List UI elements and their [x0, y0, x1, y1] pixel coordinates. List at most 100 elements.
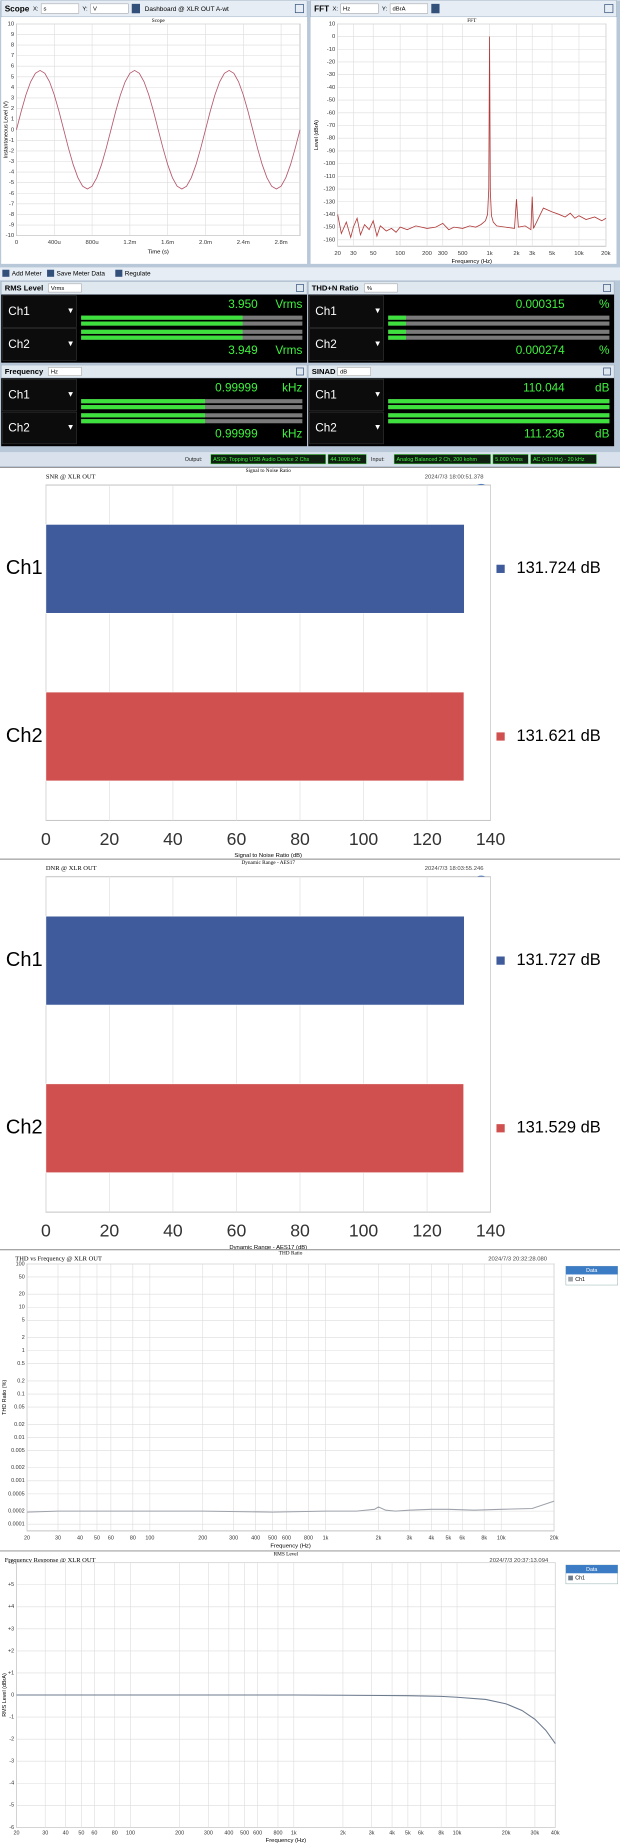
popout-button[interactable]	[294, 4, 304, 14]
channel-dropdown[interactable]	[375, 341, 380, 347]
x-tick-label: 80	[130, 1535, 136, 1541]
meter-bar	[81, 335, 243, 340]
value-label: 131.727 dB	[516, 951, 600, 969]
y-tick-label: +6	[8, 1560, 14, 1566]
toolbar-button[interactable]: Save Meter Data	[56, 271, 105, 278]
channel-dropdown[interactable]	[68, 392, 73, 397]
toolbar-icon[interactable]	[115, 269, 123, 277]
x-unit-select[interactable]	[40, 3, 80, 14]
channel-dropdown[interactable]	[375, 392, 380, 397]
channel-dropdown[interactable]	[68, 425, 73, 430]
legend-swatch	[568, 1575, 573, 1581]
x-tick-label: 20	[24, 1535, 30, 1541]
y-tick-label: -60	[327, 110, 336, 116]
x-axis-label: Frequency (Hz)	[270, 1544, 311, 1550]
meter-unit: dB	[595, 382, 610, 395]
close-button[interactable]	[296, 367, 304, 376]
x-tick-label: 500	[240, 1831, 249, 1837]
x-tick-label: 3k	[407, 1535, 413, 1541]
channel-label: Ch2	[315, 422, 337, 435]
channel-dropdown[interactable]	[375, 308, 380, 314]
close-button[interactable]	[603, 367, 611, 376]
unit-label: dB	[340, 370, 347, 376]
channel-cell	[309, 295, 384, 328]
y-tick-label: -1	[9, 1715, 14, 1721]
channel-label: Ch2	[8, 422, 30, 435]
x-tick-label: 40	[77, 1535, 83, 1541]
status-box	[530, 454, 597, 465]
x-tick-label: 80	[112, 1831, 118, 1837]
y-tick-label: 5	[11, 74, 15, 80]
legend-title: Data	[586, 1567, 597, 1573]
x-tick-label: 20	[334, 251, 341, 257]
toolbar-icon[interactable]	[47, 269, 55, 277]
popout-button[interactable]	[604, 4, 614, 14]
x-axis-label: Frequency (Hz)	[266, 1838, 307, 1843]
legend-entry[interactable]: Ch1	[575, 1277, 585, 1283]
y-tick-label: -2	[9, 148, 14, 154]
y-tick-label: 0	[11, 127, 15, 133]
unit-select[interactable]	[364, 283, 398, 293]
unit-select[interactable]	[48, 283, 82, 293]
unit-select[interactable]	[48, 367, 82, 376]
x-tick-label: 2.4m	[237, 240, 250, 246]
status-input-label: Input:	[371, 457, 385, 463]
toolbar-button[interactable]: Add Meter	[12, 271, 43, 278]
channel-dropdown[interactable]	[68, 308, 73, 314]
channel-dropdown[interactable]	[68, 341, 73, 347]
meter-reading: 111.236	[524, 428, 565, 441]
meter-toolbar	[0, 267, 620, 281]
category-label: Ch2	[6, 725, 43, 747]
x-tick-label: 60	[227, 1221, 247, 1241]
chart-subtitle: THD vs Frequency @ XLR OUT	[15, 1256, 102, 1263]
x-tick-label: 0	[41, 829, 51, 849]
status-rate: 44.1000 kHz	[330, 457, 361, 463]
x-tick-label: 100	[126, 1831, 135, 1837]
channel-cell	[2, 295, 77, 328]
y-tick-label: -4	[9, 1781, 14, 1787]
y-tick-label: 10	[329, 21, 336, 27]
meter-title: SINAD	[312, 367, 336, 376]
y-tick-label: +1	[8, 1670, 14, 1676]
y-tick-label: 9	[11, 32, 14, 38]
toolbar-icon[interactable]	[2, 269, 10, 277]
category-label: Ch1	[6, 557, 43, 579]
x-tick-label: 10k	[453, 1831, 462, 1837]
legend-entry[interactable]: Ch1	[575, 1576, 585, 1582]
x-tick-label: 0	[41, 1221, 51, 1241]
channel-label: Ch1	[8, 305, 30, 318]
x-axis-label: Dynamic Range - AES17 (dB)	[229, 1245, 307, 1251]
meter-unit: kHz	[282, 428, 302, 441]
x-tick-label: 1.2m	[123, 240, 136, 246]
y-unit-select[interactable]	[389, 3, 429, 14]
x-unit-select[interactable]	[340, 3, 379, 14]
chart-subtitle: SNR @ XLR OUT	[46, 473, 96, 480]
settings-button[interactable]	[431, 3, 440, 14]
close-button[interactable]	[296, 284, 304, 292]
x-tick-label: 100	[395, 251, 406, 257]
x-tick-label: 500	[268, 1535, 277, 1541]
y-unit-select[interactable]	[90, 3, 129, 14]
x-tick-label: 2.8m	[275, 240, 288, 246]
panel-title: FFT	[314, 4, 329, 13]
channel-cell	[309, 328, 384, 361]
meter-bar	[388, 335, 406, 340]
channel-dropdown[interactable]	[375, 425, 380, 430]
close-button[interactable]	[603, 284, 611, 292]
x-tick-label: 20k	[502, 1831, 511, 1837]
x-tick-label: 20	[13, 1831, 19, 1837]
x-tick-label: 2k	[513, 251, 519, 257]
y-axis-label: THD Ratio (%)	[2, 1380, 8, 1415]
x-tick-label: 50	[94, 1535, 100, 1541]
value-legend-swatch	[496, 564, 505, 573]
value-legend-swatch	[496, 732, 505, 741]
unit-select[interactable]	[337, 367, 371, 376]
status-box	[492, 454, 529, 465]
settings-button[interactable]	[131, 3, 140, 14]
toolbar-button[interactable]: Regulate	[125, 271, 151, 278]
channel-cell	[2, 328, 77, 361]
x-tick-label: 3k	[369, 1831, 375, 1837]
x-tick-label: 40	[63, 1831, 69, 1837]
meter-reading: 3.950	[228, 298, 258, 311]
